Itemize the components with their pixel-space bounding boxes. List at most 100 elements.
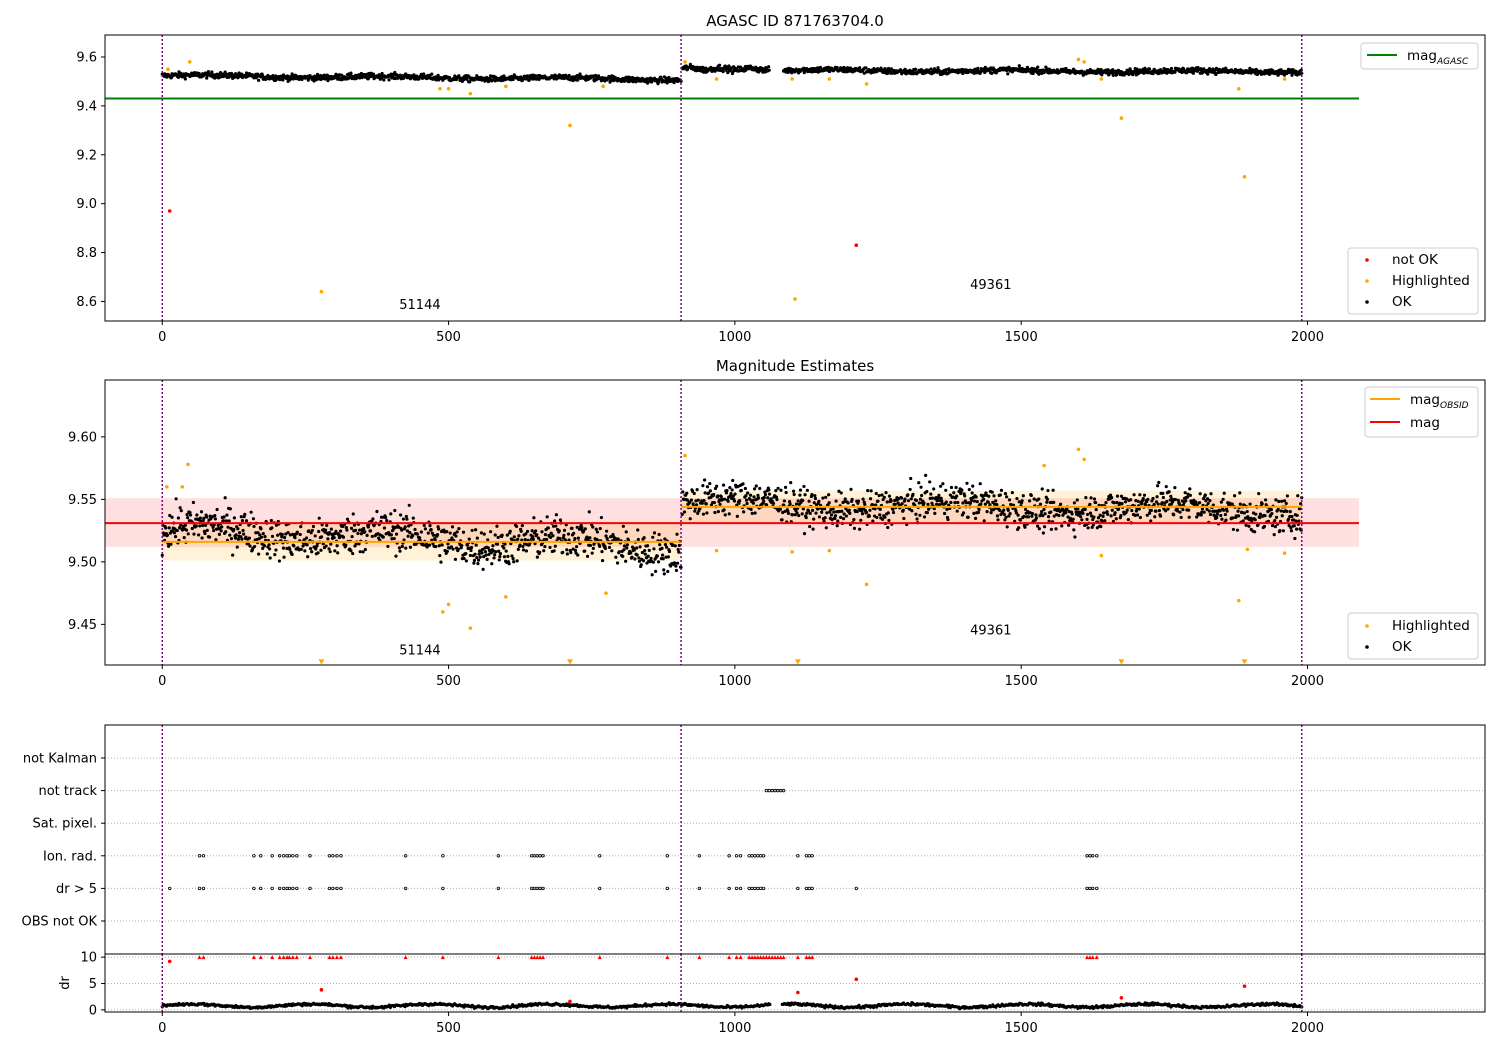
ok-point [850,497,854,502]
ok-point [976,66,980,70]
ok-point [573,536,577,541]
highlighted-point [468,91,473,96]
ok-point [914,498,919,503]
ok-point [871,519,875,523]
ok-point [467,537,471,541]
ok-point [1253,518,1257,522]
ok-point [505,533,509,537]
ok-point [679,565,683,569]
ok-point [637,559,642,563]
ok-point [848,511,852,515]
ok-point [576,536,580,540]
ok-point [240,537,244,541]
ok-point [1169,66,1174,71]
ok-point [866,489,870,493]
ok-point [874,503,878,507]
ok-point [780,518,784,522]
ok-point [341,524,345,529]
ok-point [1094,507,1098,512]
ok-point [817,499,821,503]
ok-point [855,509,859,514]
ok-point [677,550,681,554]
ok-point [236,527,240,531]
ok-point [446,542,450,546]
flag-point [1095,886,1099,891]
ok-point [858,527,862,531]
ok-point [1065,508,1069,512]
ok-point [743,486,747,491]
ok-point [1262,524,1267,529]
ok-point [173,535,178,539]
ok-point [929,67,933,71]
flag-point [756,854,760,858]
ok-point [674,564,678,568]
ok-point [212,523,216,527]
ok-point [1187,508,1191,512]
ok-point [1041,531,1045,535]
ok-point [485,557,489,561]
y-tick-label: 9.60 [68,430,97,445]
ok-point [936,66,940,70]
ok-point [802,484,806,489]
ok-point [562,533,566,537]
highlighted-point [714,77,719,81]
ok-point [1153,515,1157,519]
ok-point [460,543,464,548]
ok-point [758,486,762,491]
ok-point [257,537,261,541]
ok-point [1263,498,1268,502]
ok-point [1293,536,1297,541]
ok-point [291,532,295,536]
ok-point [448,75,452,80]
ok-point [840,509,844,513]
ok-point [789,480,793,485]
ok-point [1017,526,1021,530]
ok-point [600,558,605,563]
ok-point [183,523,187,527]
ok-point [1142,493,1147,497]
ok-point [643,552,647,556]
ok-point [203,523,208,528]
ok-point [535,555,539,559]
ok-point [298,532,302,537]
ok-point [450,536,454,540]
ok-point [502,546,506,550]
ok-point [332,536,336,540]
ok-point [577,527,582,531]
panel-flags-frame [104,724,1486,955]
ok-point [955,509,959,513]
ok-point [393,525,397,530]
ok-point [1134,69,1138,74]
ok-point [1243,516,1248,520]
ok-point [915,517,919,521]
ok-point [1092,497,1097,501]
x-tick-label: 2000 [1291,330,1324,345]
ok-point [657,532,661,537]
ok-point [827,501,831,505]
ok-point [630,555,634,559]
ok-point [621,524,625,528]
ok-point [408,531,412,535]
ok-point [319,535,324,539]
ok-point [636,528,640,532]
ok-point [1125,508,1129,512]
ok-point [387,78,391,82]
ok-point [1208,499,1212,503]
ok-point [1222,491,1226,495]
ok-point [1067,523,1071,527]
flag-point [1091,886,1095,891]
ok-point [544,537,549,542]
ok-point [382,78,386,82]
ok-point [867,514,871,518]
ok-point [938,484,943,488]
ok-point [876,499,880,503]
ok-point [622,79,627,83]
ok-point [701,512,706,516]
ok-point [766,496,770,500]
ok-point [665,545,669,549]
ok-point [729,491,733,496]
ok-point [588,543,593,548]
ok-point [205,515,209,519]
ok-point [902,516,906,521]
ok-point [1034,516,1039,520]
